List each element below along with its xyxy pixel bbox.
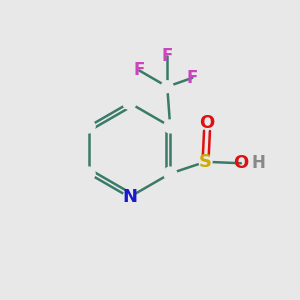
Circle shape (82, 120, 95, 133)
Text: F: F (187, 69, 198, 87)
Text: O: O (200, 114, 214, 132)
Text: O: O (233, 154, 248, 172)
Circle shape (82, 167, 95, 180)
Circle shape (164, 120, 177, 133)
Text: F: F (134, 61, 145, 80)
Text: H: H (252, 154, 266, 172)
Circle shape (199, 155, 212, 168)
Text: F: F (162, 47, 173, 65)
Text: S: S (199, 153, 212, 171)
Text: N: N (122, 188, 137, 206)
Circle shape (161, 81, 173, 93)
Circle shape (123, 190, 136, 204)
Circle shape (123, 96, 136, 110)
Circle shape (164, 167, 177, 180)
